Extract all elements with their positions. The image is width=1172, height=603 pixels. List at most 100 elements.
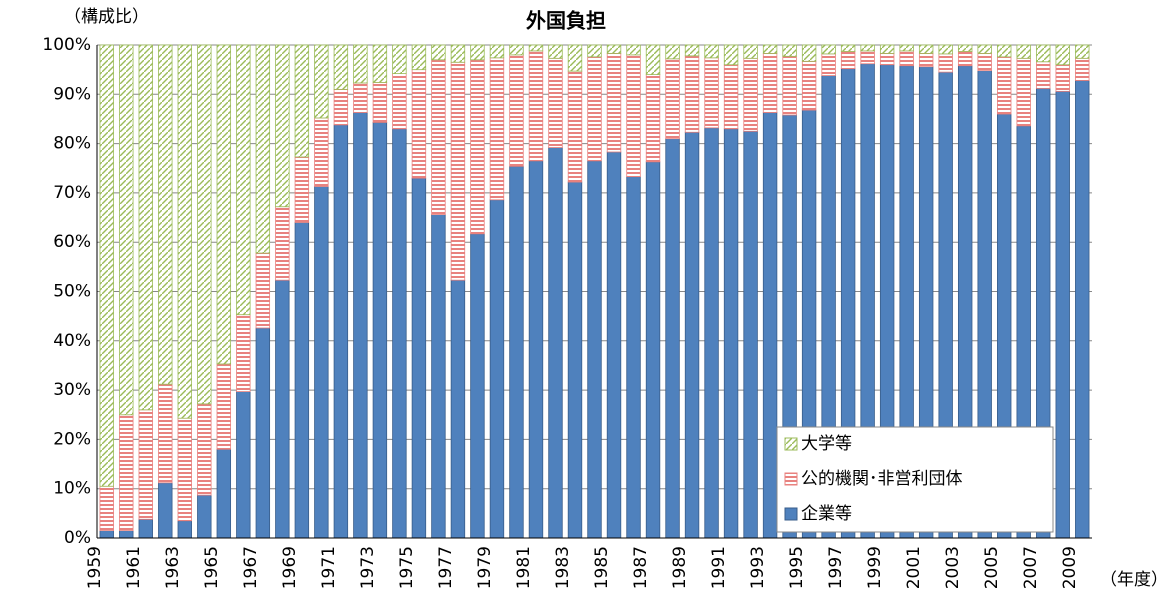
bar-segment [665, 58, 680, 140]
bar-segment [782, 44, 797, 57]
bar-segment [314, 186, 329, 539]
bar-segment [997, 44, 1012, 58]
bar-segment [255, 327, 271, 539]
bar-segment [470, 59, 485, 235]
bar-segment [177, 520, 192, 539]
bar-segment [197, 403, 212, 496]
bar-segment [392, 44, 407, 74]
bar-segment [177, 44, 192, 419]
bar-segment [665, 138, 680, 539]
bar-segment [626, 44, 641, 56]
bar-segment [567, 70, 583, 183]
bar-segment [294, 156, 310, 223]
bar-segment [997, 56, 1012, 115]
bar-segment [723, 128, 739, 539]
y-tick-label: 100% [42, 35, 91, 55]
bar-segment [1075, 44, 1090, 59]
x-tick-label: 1983 [553, 546, 573, 589]
bar-segment [762, 52, 778, 113]
legend-label: 企業等 [801, 504, 852, 524]
bar-segment [860, 50, 875, 65]
bar-segment [1016, 44, 1031, 59]
bar-segment [99, 485, 114, 532]
bar-segment [450, 279, 466, 539]
bar-segment [626, 176, 641, 539]
bar-segment [587, 56, 602, 162]
chart-title: 外国負担 [526, 9, 606, 33]
bar-segment [899, 50, 914, 67]
bar-segment [294, 44, 310, 158]
y-tick-label: 0% [64, 528, 91, 548]
legend-swatch [784, 472, 798, 486]
bar-segment [1016, 57, 1031, 127]
bar-segment [138, 409, 153, 520]
y-tick-label: 10% [53, 479, 91, 499]
x-tick-label: 1973 [358, 546, 378, 589]
bar-segment [645, 74, 661, 163]
x-tick-label: 1959 [85, 546, 105, 589]
bar-segment [333, 124, 349, 539]
bar-segment [1036, 44, 1051, 63]
y-tick-label: 80% [53, 134, 91, 154]
bar-segment [255, 44, 271, 254]
legend-box [776, 426, 1054, 533]
y-tick-label: 70% [53, 183, 91, 203]
bar-segment [372, 44, 388, 83]
bar-segment [216, 448, 232, 539]
bar-segment [704, 127, 719, 539]
x-tick-label: 1963 [163, 546, 183, 589]
bar-segment [821, 44, 836, 55]
bar-segment [470, 233, 485, 539]
bar-segment [197, 44, 212, 405]
x-tick-label: 1989 [670, 546, 690, 589]
bar-segment [411, 177, 427, 539]
bar-segment [431, 44, 446, 61]
bar-segment [860, 44, 875, 52]
bar-segment [372, 122, 388, 539]
bar-segment [548, 147, 563, 539]
bar-segment [197, 494, 212, 539]
bar-segment [743, 130, 758, 539]
x-tick-label: 1965 [202, 546, 222, 589]
bar-segment [840, 51, 856, 70]
x-tick-label: 2003 [943, 546, 963, 589]
bar-segment [840, 44, 856, 52]
bar-segment [567, 44, 583, 72]
bar-segment [879, 44, 895, 54]
bar-segment [918, 44, 934, 54]
bar-segment [216, 44, 232, 365]
y-tick-label: 90% [53, 84, 91, 104]
bar-segment [1075, 80, 1090, 539]
bar-segment [1055, 64, 1070, 92]
bar-segment [119, 530, 134, 539]
bar-segment [723, 44, 739, 66]
y-tick-label: 20% [53, 429, 91, 449]
bar-segment [645, 161, 661, 539]
x-tick-label: 2001 [904, 546, 924, 589]
bar-segment [158, 482, 173, 539]
x-axis-title: （年度） [1100, 570, 1168, 590]
x-tick-label: 1975 [397, 546, 417, 589]
x-tick-label: 1999 [865, 546, 885, 589]
x-tick-label: 1987 [631, 546, 651, 589]
bar-segment [275, 44, 290, 208]
bar-segment [509, 44, 524, 56]
bar-segment [606, 52, 622, 153]
bar-segment [353, 44, 368, 84]
bar-segment [626, 54, 641, 178]
y-tick-label: 40% [53, 331, 91, 351]
bar-segment [509, 54, 524, 167]
bar-segment [314, 44, 329, 119]
bar-segment [704, 57, 719, 129]
y-tick-label: 30% [53, 380, 91, 400]
bar-segment [899, 44, 914, 52]
bar-segment [1075, 57, 1090, 81]
bar-segment [704, 44, 719, 59]
bar-segment [411, 69, 427, 179]
x-tick-label: 1993 [748, 546, 768, 589]
bar-segment [606, 44, 622, 54]
bar-segment [528, 160, 544, 539]
bar-segment [684, 44, 700, 57]
x-tick-label: 1985 [592, 546, 612, 589]
